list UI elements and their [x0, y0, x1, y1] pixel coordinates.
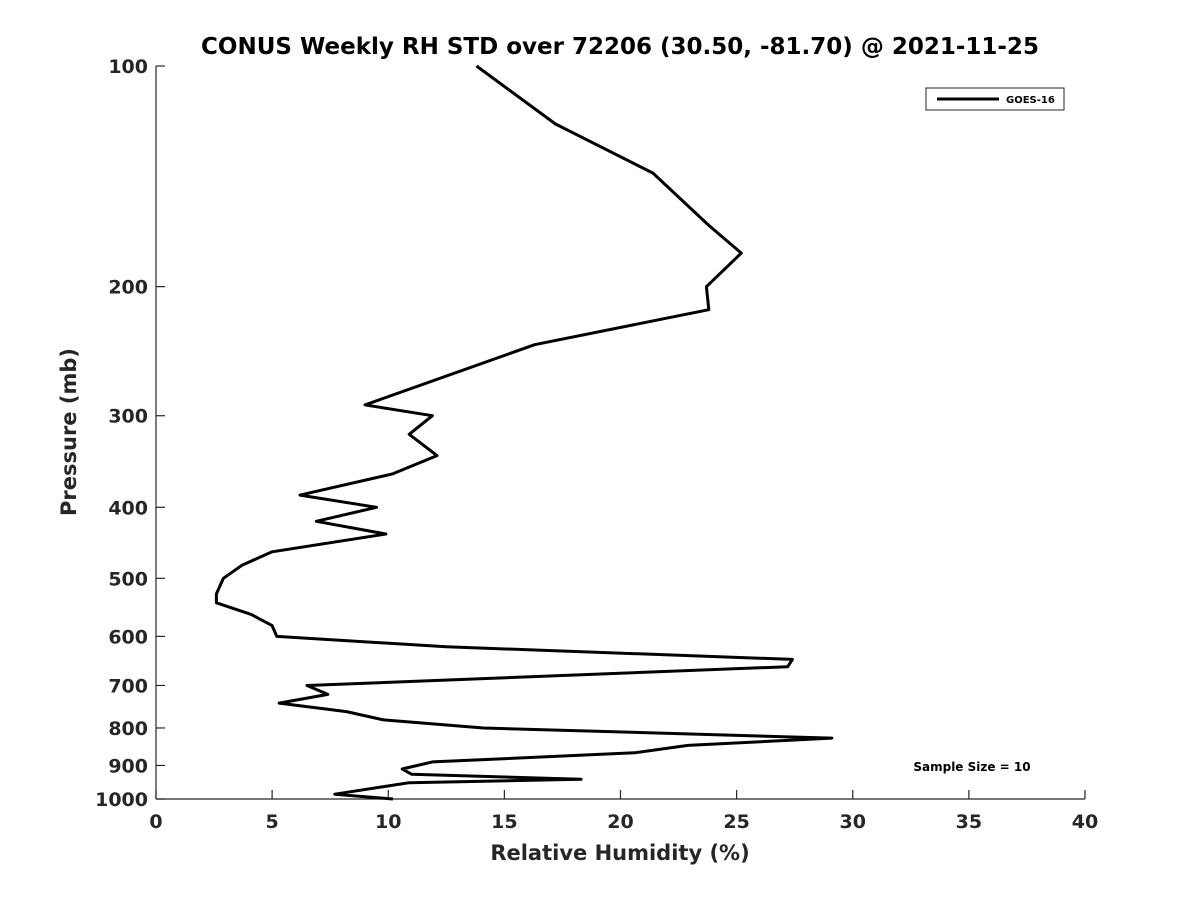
x-tick-label: 10	[375, 811, 401, 833]
x-axis-label: Relative Humidity (%)	[490, 841, 749, 865]
x-tick-label: 0	[149, 811, 162, 833]
x-tick-label: 25	[723, 811, 749, 833]
x-tick-label: 30	[840, 811, 866, 833]
y-tick-label: 100	[108, 56, 148, 78]
chart-title: CONUS Weekly RH STD over 72206 (30.50, -…	[201, 34, 1039, 60]
y-tick-label: 200	[108, 277, 148, 299]
y-tick-label: 500	[108, 568, 148, 590]
legend-label-goes-16: GOES-16	[1006, 95, 1055, 106]
y-tick-label: 900	[108, 755, 148, 777]
y-tick-label: 700	[108, 675, 148, 697]
x-tick-label: 5	[266, 811, 279, 833]
legend: GOES-16	[925, 87, 1065, 111]
sample-size-annotation: Sample Size = 10	[913, 760, 1030, 774]
x-tick-label: 35	[956, 811, 982, 833]
x-tick-label: 15	[491, 811, 517, 833]
y-tick-label: 400	[108, 497, 148, 519]
x-tick-label: 40	[1072, 811, 1098, 833]
y-axis-ticks: 100 200 300 400 500 600 700 800 900 1000	[95, 56, 165, 811]
y-tick-label: 600	[108, 626, 148, 648]
x-axis-ticks: 0 5 10 15 20 25 30 35 40	[149, 790, 1098, 833]
x-tick-label: 20	[607, 811, 633, 833]
y-tick-label: 1000	[95, 789, 148, 811]
y-axis-label: Pressure (mb)	[57, 348, 81, 516]
y-tick-label: 800	[108, 718, 148, 740]
y-tick-label: 300	[108, 406, 148, 428]
series-line-goes-16	[214, 64, 834, 801]
